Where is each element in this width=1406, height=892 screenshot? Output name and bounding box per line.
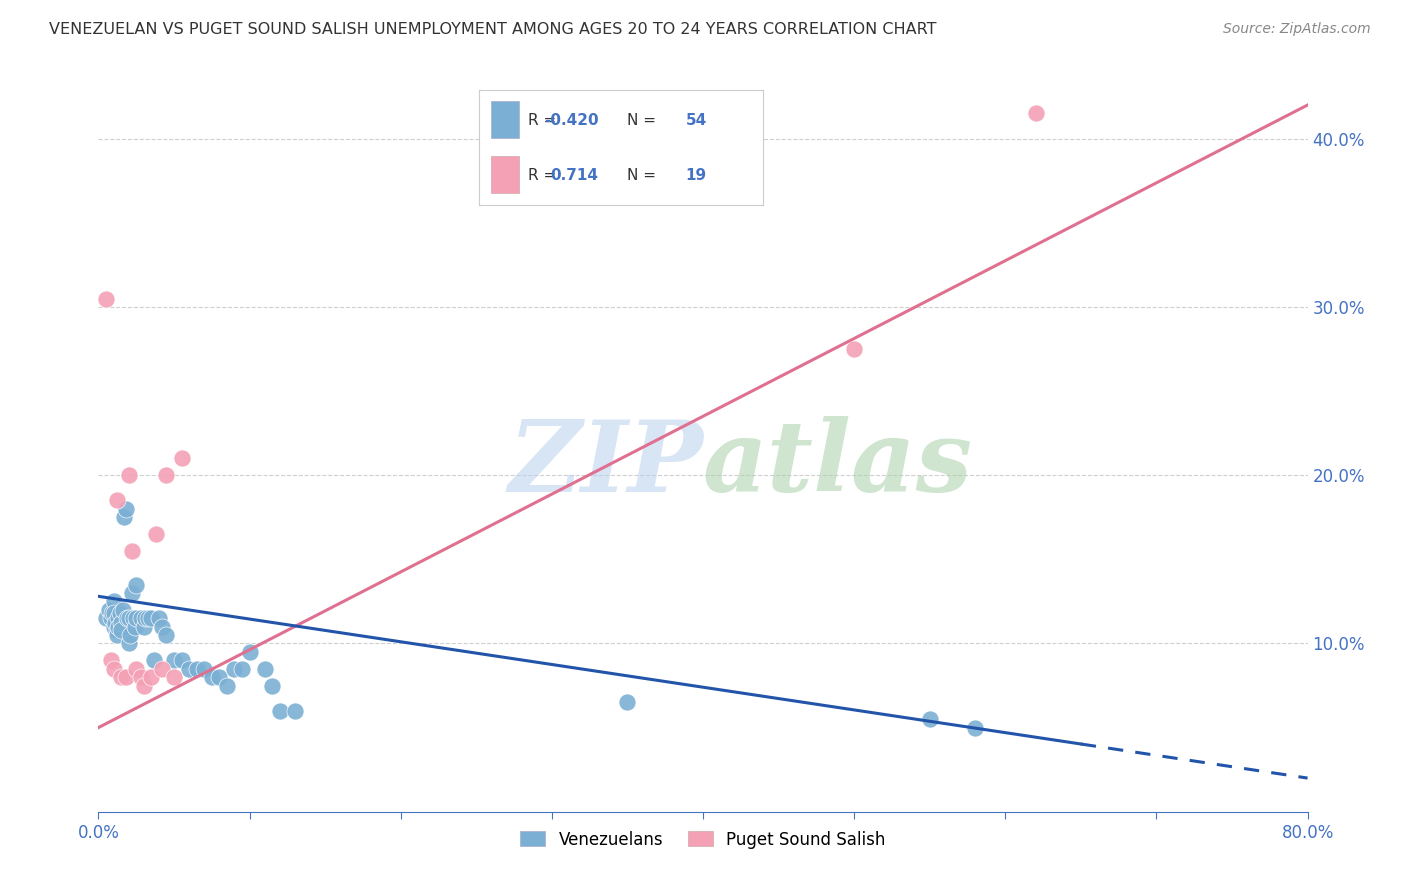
Point bbox=[262, 679, 284, 693]
Point bbox=[150, 619, 173, 633]
Point bbox=[110, 670, 132, 684]
Point bbox=[129, 670, 152, 684]
Point bbox=[98, 603, 121, 617]
Point bbox=[110, 623, 132, 637]
Point bbox=[120, 628, 142, 642]
Point bbox=[118, 636, 141, 650]
Legend: Venezuelans, Puget Sound Salish: Venezuelans, Puget Sound Salish bbox=[513, 824, 893, 855]
Point bbox=[125, 662, 148, 676]
Point bbox=[284, 704, 307, 718]
Point bbox=[186, 662, 208, 676]
Text: ZIP: ZIP bbox=[508, 416, 703, 512]
Point bbox=[134, 611, 156, 625]
Point bbox=[94, 611, 117, 625]
Point bbox=[125, 577, 148, 591]
Point bbox=[148, 611, 170, 625]
Point bbox=[215, 679, 238, 693]
Point bbox=[1024, 106, 1046, 120]
Point bbox=[100, 653, 122, 667]
Point bbox=[253, 662, 276, 676]
Point bbox=[918, 712, 941, 726]
Point bbox=[94, 292, 117, 306]
Point bbox=[136, 611, 159, 625]
Point bbox=[111, 603, 134, 617]
Point bbox=[114, 670, 136, 684]
Point bbox=[118, 468, 141, 483]
Point bbox=[121, 586, 143, 600]
Point bbox=[107, 619, 129, 633]
Point bbox=[103, 606, 125, 620]
Point bbox=[179, 662, 201, 676]
Point bbox=[965, 721, 987, 735]
Point bbox=[124, 619, 146, 633]
Point bbox=[132, 679, 155, 693]
Point bbox=[141, 670, 163, 684]
Point bbox=[155, 468, 177, 483]
Point bbox=[100, 611, 122, 625]
Point bbox=[163, 653, 186, 667]
Text: VENEZUELAN VS PUGET SOUND SALISH UNEMPLOYMENT AMONG AGES 20 TO 24 YEARS CORRELAT: VENEZUELAN VS PUGET SOUND SALISH UNEMPLO… bbox=[49, 22, 936, 37]
Point bbox=[115, 611, 138, 625]
Point bbox=[129, 611, 152, 625]
Point bbox=[105, 493, 128, 508]
Point bbox=[201, 670, 224, 684]
Point bbox=[616, 695, 638, 709]
Point bbox=[108, 606, 131, 620]
Point bbox=[125, 611, 148, 625]
Point bbox=[170, 653, 193, 667]
Point bbox=[155, 628, 177, 642]
Point bbox=[170, 451, 193, 466]
Point bbox=[145, 527, 167, 541]
Point bbox=[101, 606, 124, 620]
Point bbox=[105, 623, 128, 637]
Point bbox=[224, 662, 246, 676]
Point bbox=[103, 662, 125, 676]
Point bbox=[132, 619, 155, 633]
Point bbox=[121, 544, 143, 558]
Point bbox=[141, 611, 163, 625]
Point bbox=[193, 662, 215, 676]
Point bbox=[118, 611, 141, 625]
Point bbox=[239, 645, 262, 659]
Point bbox=[103, 619, 125, 633]
Point bbox=[112, 510, 135, 524]
Point bbox=[231, 662, 253, 676]
Point bbox=[107, 611, 129, 625]
Point bbox=[844, 342, 866, 356]
Point bbox=[103, 594, 125, 608]
Point bbox=[163, 670, 186, 684]
Text: Source: ZipAtlas.com: Source: ZipAtlas.com bbox=[1223, 22, 1371, 37]
Point bbox=[104, 616, 127, 631]
Point bbox=[150, 662, 173, 676]
Point bbox=[110, 616, 132, 631]
Point bbox=[208, 670, 231, 684]
Point bbox=[114, 501, 136, 516]
Point bbox=[105, 628, 128, 642]
Point bbox=[122, 611, 145, 625]
Text: atlas: atlas bbox=[703, 416, 973, 512]
Point bbox=[269, 704, 291, 718]
Point bbox=[143, 653, 166, 667]
